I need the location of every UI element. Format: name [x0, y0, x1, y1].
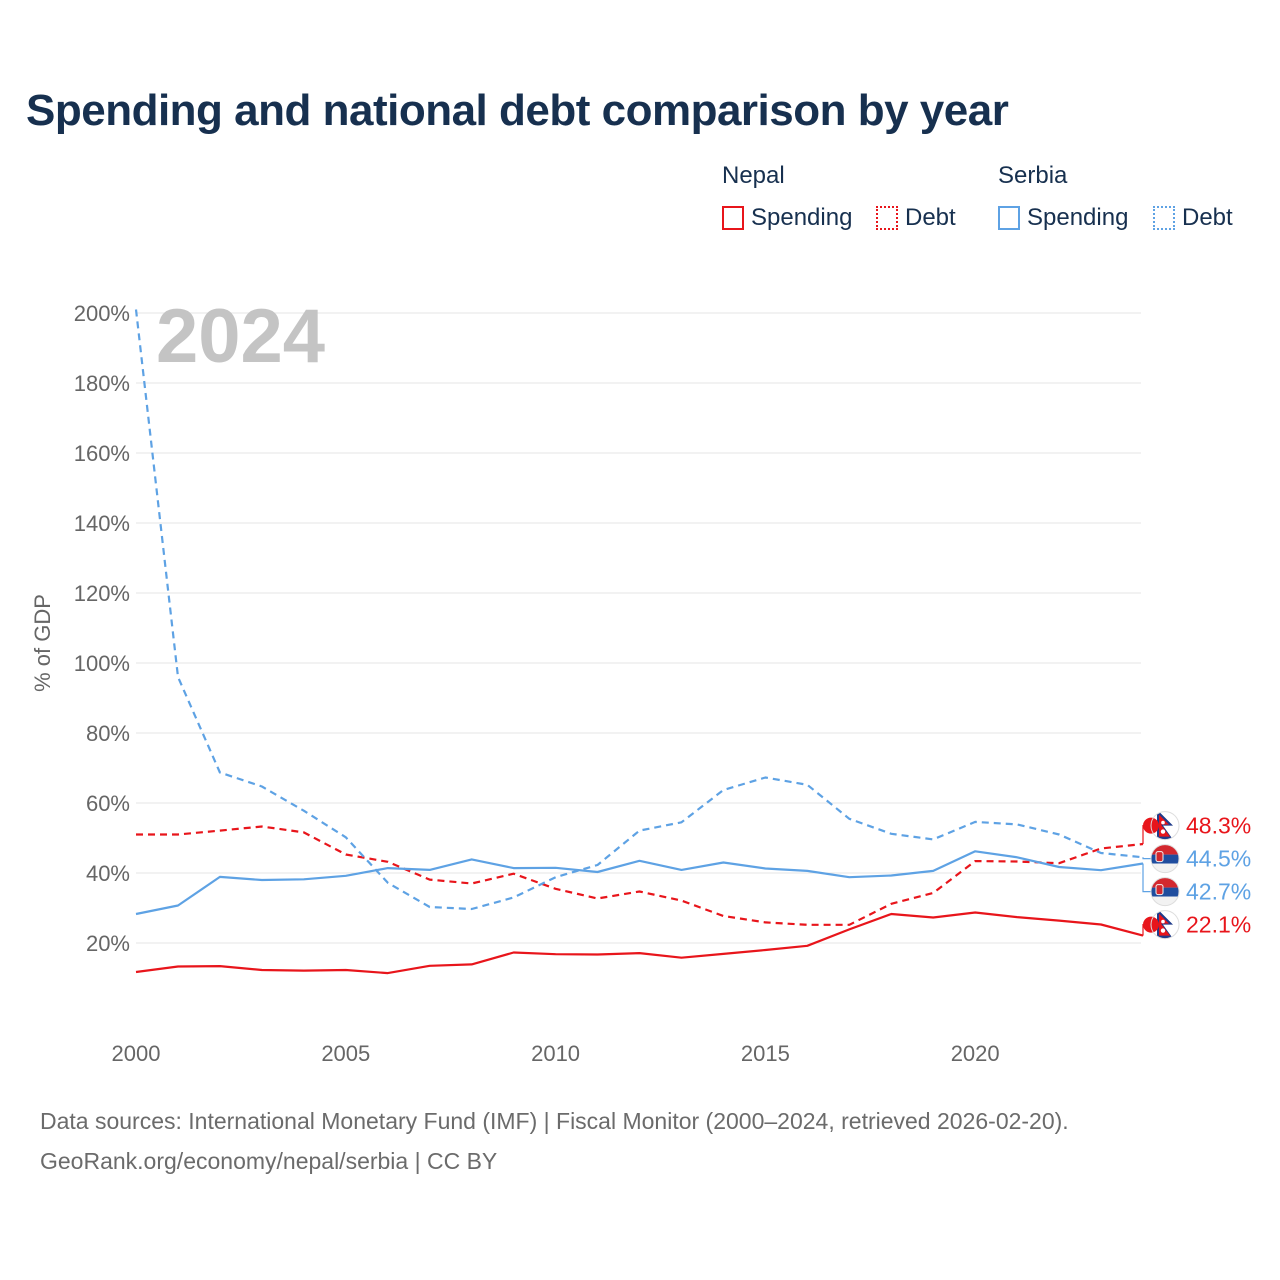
series-line-nepal-debt [136, 825, 1144, 926]
legend-label-serbia-spending: Spending [1027, 204, 1129, 231]
legend-swatch-nepal-spending [722, 206, 744, 230]
footer-credit[interactable]: GeoRank.org/economy/nepal/serbia | CC BY [40, 1148, 498, 1174]
series-line-serbia-debt [134, 309, 1144, 911]
x-tick-label: 2015 [741, 1041, 790, 1066]
legend-nepal-spending[interactable]: Spending [722, 204, 852, 232]
legend-label-nepal-spending: Spending [751, 204, 853, 231]
y-tick-label: 160% [74, 441, 130, 466]
series-line-nepal-spending [135, 911, 1144, 975]
legend-label-nepal-debt: Debt [905, 204, 956, 231]
y-tick-label: 80% [86, 721, 130, 746]
legend-serbia-debt[interactable]: Debt [1153, 204, 1233, 232]
legend-nepal-debt[interactable]: Debt [876, 204, 956, 232]
y-axis-ticks: 20% 40% 60% 80% 100% 120% 140% 160% 180% 200% [74, 301, 130, 956]
y-tick-label: 40% [86, 861, 130, 886]
grid-layer [136, 312, 1141, 944]
legend-swatch-nepal-debt [876, 206, 898, 230]
nepal-flag-icon [1143, 909, 1179, 939]
footer-sources: Data sources: International Monetary Fun… [40, 1108, 1069, 1134]
legend-label-serbia-debt: Debt [1182, 204, 1233, 231]
x-tick-label: 2005 [321, 1041, 370, 1066]
legend-swatch-serbia-debt [1153, 206, 1175, 230]
legend-serbia-spending[interactable]: Spending [998, 204, 1128, 232]
y-tick-label: 20% [86, 931, 130, 956]
y-axis-label: % of GDP [30, 594, 55, 692]
y-tick-label: 100% [74, 651, 130, 676]
end-label-connector [1142, 863, 1151, 893]
x-tick-label: 2000 [112, 1041, 161, 1066]
end-label-connector [1142, 857, 1151, 860]
y-tick-label: 140% [74, 511, 130, 536]
series-line-serbia-spending [135, 850, 1144, 916]
nepal-flag-icon [1143, 810, 1179, 840]
chart-title: Spending and national debt comparison by… [26, 86, 1009, 135]
x-axis-ticks: 2000 2005 2010 2015 2020 [112, 1041, 1000, 1066]
x-tick-label: 2020 [951, 1041, 1000, 1066]
x-tick-label: 2010 [531, 1041, 580, 1066]
serbia-flag-icon [1151, 878, 1179, 906]
y-tick-label: 120% [74, 581, 130, 606]
end-label-value: 22.1% [1186, 912, 1251, 938]
end-label-value: 44.5% [1186, 846, 1251, 872]
serbia-flag-icon [1151, 845, 1179, 873]
end-labels: 48.3% 44.5% 42.7% 22.1% [1142, 810, 1251, 939]
legend-nepal-title: Nepal [722, 162, 785, 189]
y-tick-label: 200% [74, 301, 130, 326]
end-label-value: 42.7% [1186, 879, 1251, 905]
end-label-value: 48.3% [1186, 813, 1251, 839]
current-year-label: 2024 [156, 294, 325, 379]
y-tick-label: 60% [86, 791, 130, 816]
y-tick-label: 180% [74, 371, 130, 396]
legend-swatch-serbia-spending [998, 206, 1020, 230]
series-layer [134, 309, 1144, 975]
legend-serbia-title: Serbia [998, 162, 1068, 189]
